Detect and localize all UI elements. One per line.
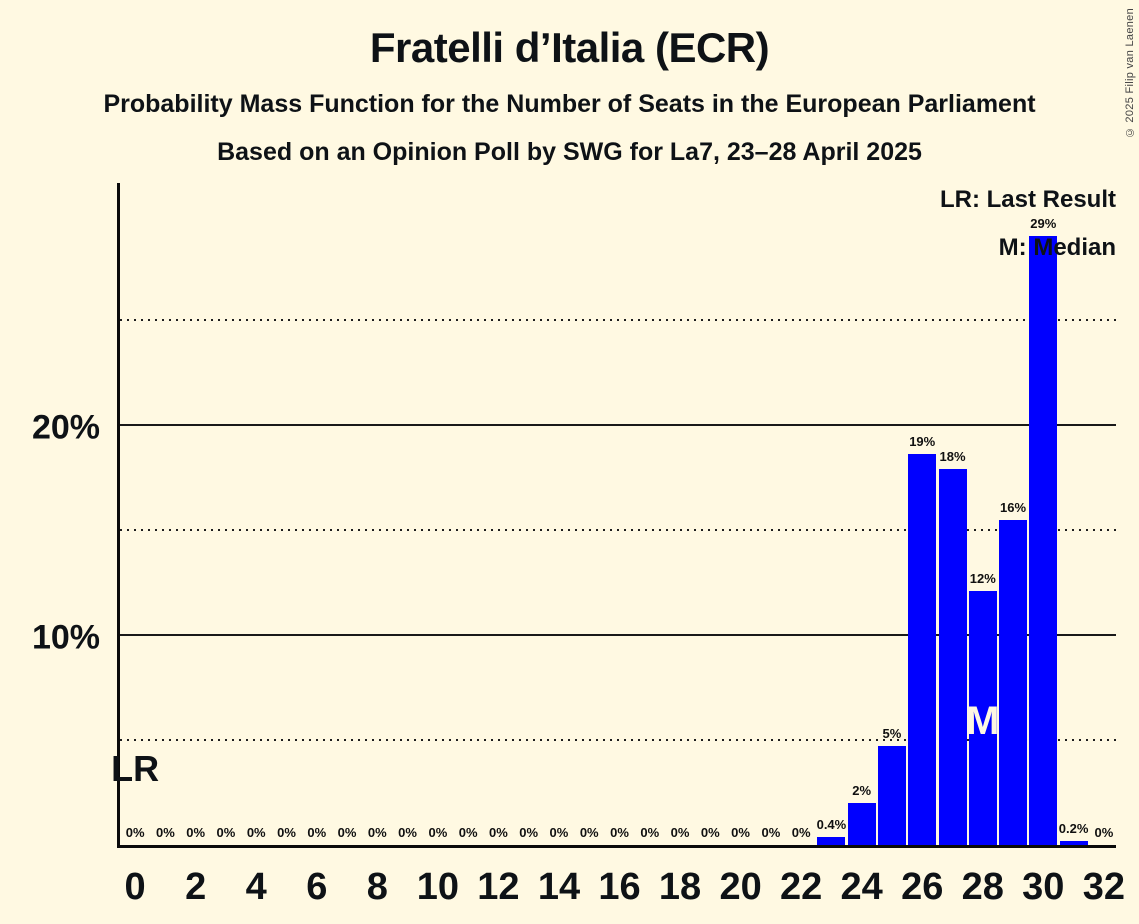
bar-value-label-seat-18: 0% — [670, 825, 690, 840]
last-result-marker: LR — [111, 748, 160, 789]
x-tick-10: 10 — [416, 866, 459, 908]
bar-seat-26 — [908, 454, 937, 845]
bar-seat-29 — [999, 519, 1028, 845]
dotted-gridline-25 — [120, 319, 1116, 321]
plot-area: 0% 0% 0% 0% 0% 0% 0% 0% 0% 0% 0% 0% 0% 0% 0% 0% 0% 0% 0% 0%… — [111, 183, 1116, 848]
median-marker: M — [966, 699, 1000, 743]
chart-subtitle: Probability Mass Function for the Number… — [103, 90, 1036, 118]
x-tick-8: 8 — [366, 866, 388, 908]
legend-last-result: LR: Last Result — [939, 186, 1116, 213]
chart-poll-info: Based on an Opinion Poll by SWG for La7,… — [217, 138, 922, 166]
chart-title: Fratelli d’Italia (ECR) — [369, 24, 770, 71]
bar-value-label-seat-6: 0% — [307, 825, 327, 840]
bar-value-label-seat-32: 0% — [1094, 825, 1114, 840]
dotted-gridline-15 — [120, 529, 1116, 531]
x-tick-4: 4 — [245, 866, 267, 908]
dotted-gridline-5 — [120, 739, 1116, 741]
bar-value-label-seat-25: 5% — [882, 726, 902, 742]
bar-seat-28 — [968, 590, 997, 845]
bar-value-label-seat-28: 12% — [969, 570, 996, 586]
bar-seat-30 — [1029, 236, 1058, 845]
solid-gridline-20 — [120, 424, 1116, 426]
bar-value-label-seat-5: 0% — [277, 825, 296, 840]
x-tick-26: 26 — [901, 866, 944, 908]
x-tick-28: 28 — [961, 866, 1004, 908]
bar-value-label-seat-3: 0% — [216, 825, 236, 840]
bar-value-label-seat-27: 18% — [939, 449, 966, 465]
bar-value-label-seat-1: 0% — [156, 825, 175, 840]
bar-value-label-seat-22: 0% — [791, 825, 811, 840]
bar-value-label-seat-16: 0% — [610, 825, 629, 840]
x-tick-22: 22 — [779, 866, 823, 908]
bar-value-label-seat-10: 0% — [428, 825, 448, 840]
bar-value-label-seat-0: 0% — [125, 825, 145, 840]
x-tick-0: 0 — [124, 866, 146, 908]
bar-value-label-seat-7: 0% — [337, 825, 357, 840]
bar-value-label-seat-13: 0% — [519, 825, 539, 840]
bar-value-label-seat-29: 16% — [1000, 499, 1027, 515]
x-tick-6: 6 — [306, 866, 328, 908]
bar-value-label-seat-12: 0% — [489, 825, 508, 840]
x-tick-20: 20 — [719, 866, 762, 908]
bar-value-label-seat-4: 0% — [246, 825, 266, 840]
bar-value-label-seat-9: 0% — [398, 825, 417, 840]
bar-value-label-seat-26: 19% — [909, 434, 936, 450]
bar-value-label-seat-24: 2% — [852, 783, 872, 798]
x-tick-2: 2 — [185, 866, 207, 908]
x-tick-30: 30 — [1022, 866, 1065, 908]
y-axis-label-10: 10% — [31, 618, 100, 657]
bar-seat-27 — [938, 469, 967, 845]
bar-seat-31 — [1059, 840, 1088, 845]
bar-value-label-seat-23: 0.4% — [816, 816, 847, 832]
solid-gridline-10 — [120, 634, 1116, 636]
bar-value-label-seat-20: 0% — [731, 825, 750, 840]
bar-value-label-seat-31: 0.2% — [1058, 820, 1089, 836]
bar-value-label-seat-15: 0% — [579, 825, 599, 840]
x-tick-24: 24 — [840, 866, 883, 908]
bar-value-label-seat-21: 0% — [761, 825, 781, 840]
bar-value-label-seat-14: 0% — [549, 825, 569, 840]
y-axis-label-20: 20% — [31, 408, 100, 447]
x-axis-tick-labels: 0 2 4 6 8 10 12 14 16 18 20 22 24 26 28 30 32 — [120, 866, 1125, 918]
y-axis-labels: 10% 20% — [0, 183, 100, 848]
bar-value-label-seat-11: 0% — [458, 825, 478, 840]
x-tick-32: 32 — [1082, 866, 1125, 908]
x-tick-16: 16 — [598, 866, 641, 908]
bar-value-label-seat-30: 29% — [1030, 216, 1057, 231]
bar-seat-24 — [847, 803, 876, 845]
bar-value-label-seat-2: 0% — [186, 825, 206, 840]
bar-value-label-seat-8: 0% — [367, 825, 387, 840]
bar-seat-25 — [877, 746, 906, 845]
x-tick-14: 14 — [537, 866, 581, 908]
bar-seat-23 — [817, 836, 846, 845]
bar-value-label-seat-17: 0% — [640, 825, 660, 840]
x-tick-18: 18 — [658, 866, 702, 908]
x-tick-12: 12 — [477, 866, 520, 908]
bar-value-label-seat-19: 0% — [700, 825, 720, 840]
legend-median: M: Median — [998, 234, 1116, 261]
